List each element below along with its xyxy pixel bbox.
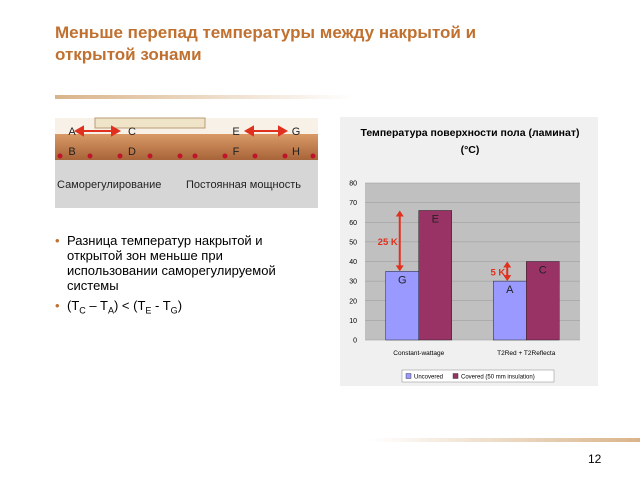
bar <box>385 271 419 341</box>
legend <box>401 369 555 383</box>
formula-part: (T <box>67 298 80 313</box>
annotation: 25 K <box>378 237 398 248</box>
diagram-label: A <box>68 126 76 138</box>
diagram-label: C <box>128 126 136 138</box>
y-tick-label: 70 <box>349 200 357 207</box>
formula-part: - T <box>151 298 171 313</box>
slide-title: Меньше перепад температуры между накрыто… <box>55 23 477 64</box>
formula-sub: C <box>79 305 86 316</box>
diagram-label: E <box>232 126 239 138</box>
formula-sub: E <box>145 305 152 316</box>
legend-swatch <box>452 373 459 379</box>
arrow-head <box>503 261 512 282</box>
formula-sub: A <box>107 305 114 316</box>
legend-swatch <box>405 373 412 379</box>
diagram-caption: Постоянная мощность <box>186 179 301 191</box>
y-tick-label: 30 <box>349 279 357 286</box>
bar <box>493 280 527 341</box>
formula-part: ) < (T <box>113 298 146 313</box>
bar-letter: E <box>432 213 439 225</box>
page-number: 12 <box>588 452 602 466</box>
x-tick-label: T2Red + T2Reflecta <box>497 350 556 357</box>
formula: (TC – TA) < (TE - TG) <box>55 298 315 319</box>
chart: 0 10 20 30 40 50 60 70 80 Constant-wattage G E T2Red… <box>340 117 598 386</box>
diagram-label: G <box>292 126 301 138</box>
y-tick-label: 40 <box>349 259 357 266</box>
y-tick-label: 80 <box>349 181 357 188</box>
y-tick-label: 10 <box>349 318 357 325</box>
diagram-caption: Саморегулирование <box>57 179 161 191</box>
x-tick-label: Constant-wattage <box>393 350 444 357</box>
bullet: Разница температур накрытой и открытой з… <box>55 233 315 293</box>
bar <box>526 261 560 341</box>
bar <box>418 210 452 341</box>
y-tick-label: 50 <box>349 239 357 246</box>
divider <box>370 438 640 442</box>
diagram-label: H <box>292 146 300 158</box>
diagram-label: B <box>68 146 75 158</box>
formula-sub: G <box>170 305 178 316</box>
legend-label: Covered (50 mm insulation) <box>461 375 535 381</box>
y-tick-label: 60 <box>349 220 357 227</box>
bullet-list: Разница температур накрытой и открытой з… <box>55 233 315 324</box>
y-tick-label: 20 <box>349 298 357 305</box>
annotation: 5 K <box>490 267 505 278</box>
legend-label: Uncovered <box>414 375 443 381</box>
diagram-label: D <box>128 146 136 158</box>
formula-part: – T <box>85 298 108 313</box>
bar-letter: C <box>539 265 547 277</box>
formula-part: ) <box>177 298 183 313</box>
chart-title: Температура поверхности пола (ламинат) (… <box>360 127 580 156</box>
bar-letter: G <box>398 274 407 286</box>
diagram-label: F <box>233 146 240 158</box>
floor-diagram <box>55 117 318 208</box>
y-tick-label: 0 <box>353 338 357 345</box>
bar-letter: A <box>506 284 514 296</box>
divider <box>55 95 355 99</box>
